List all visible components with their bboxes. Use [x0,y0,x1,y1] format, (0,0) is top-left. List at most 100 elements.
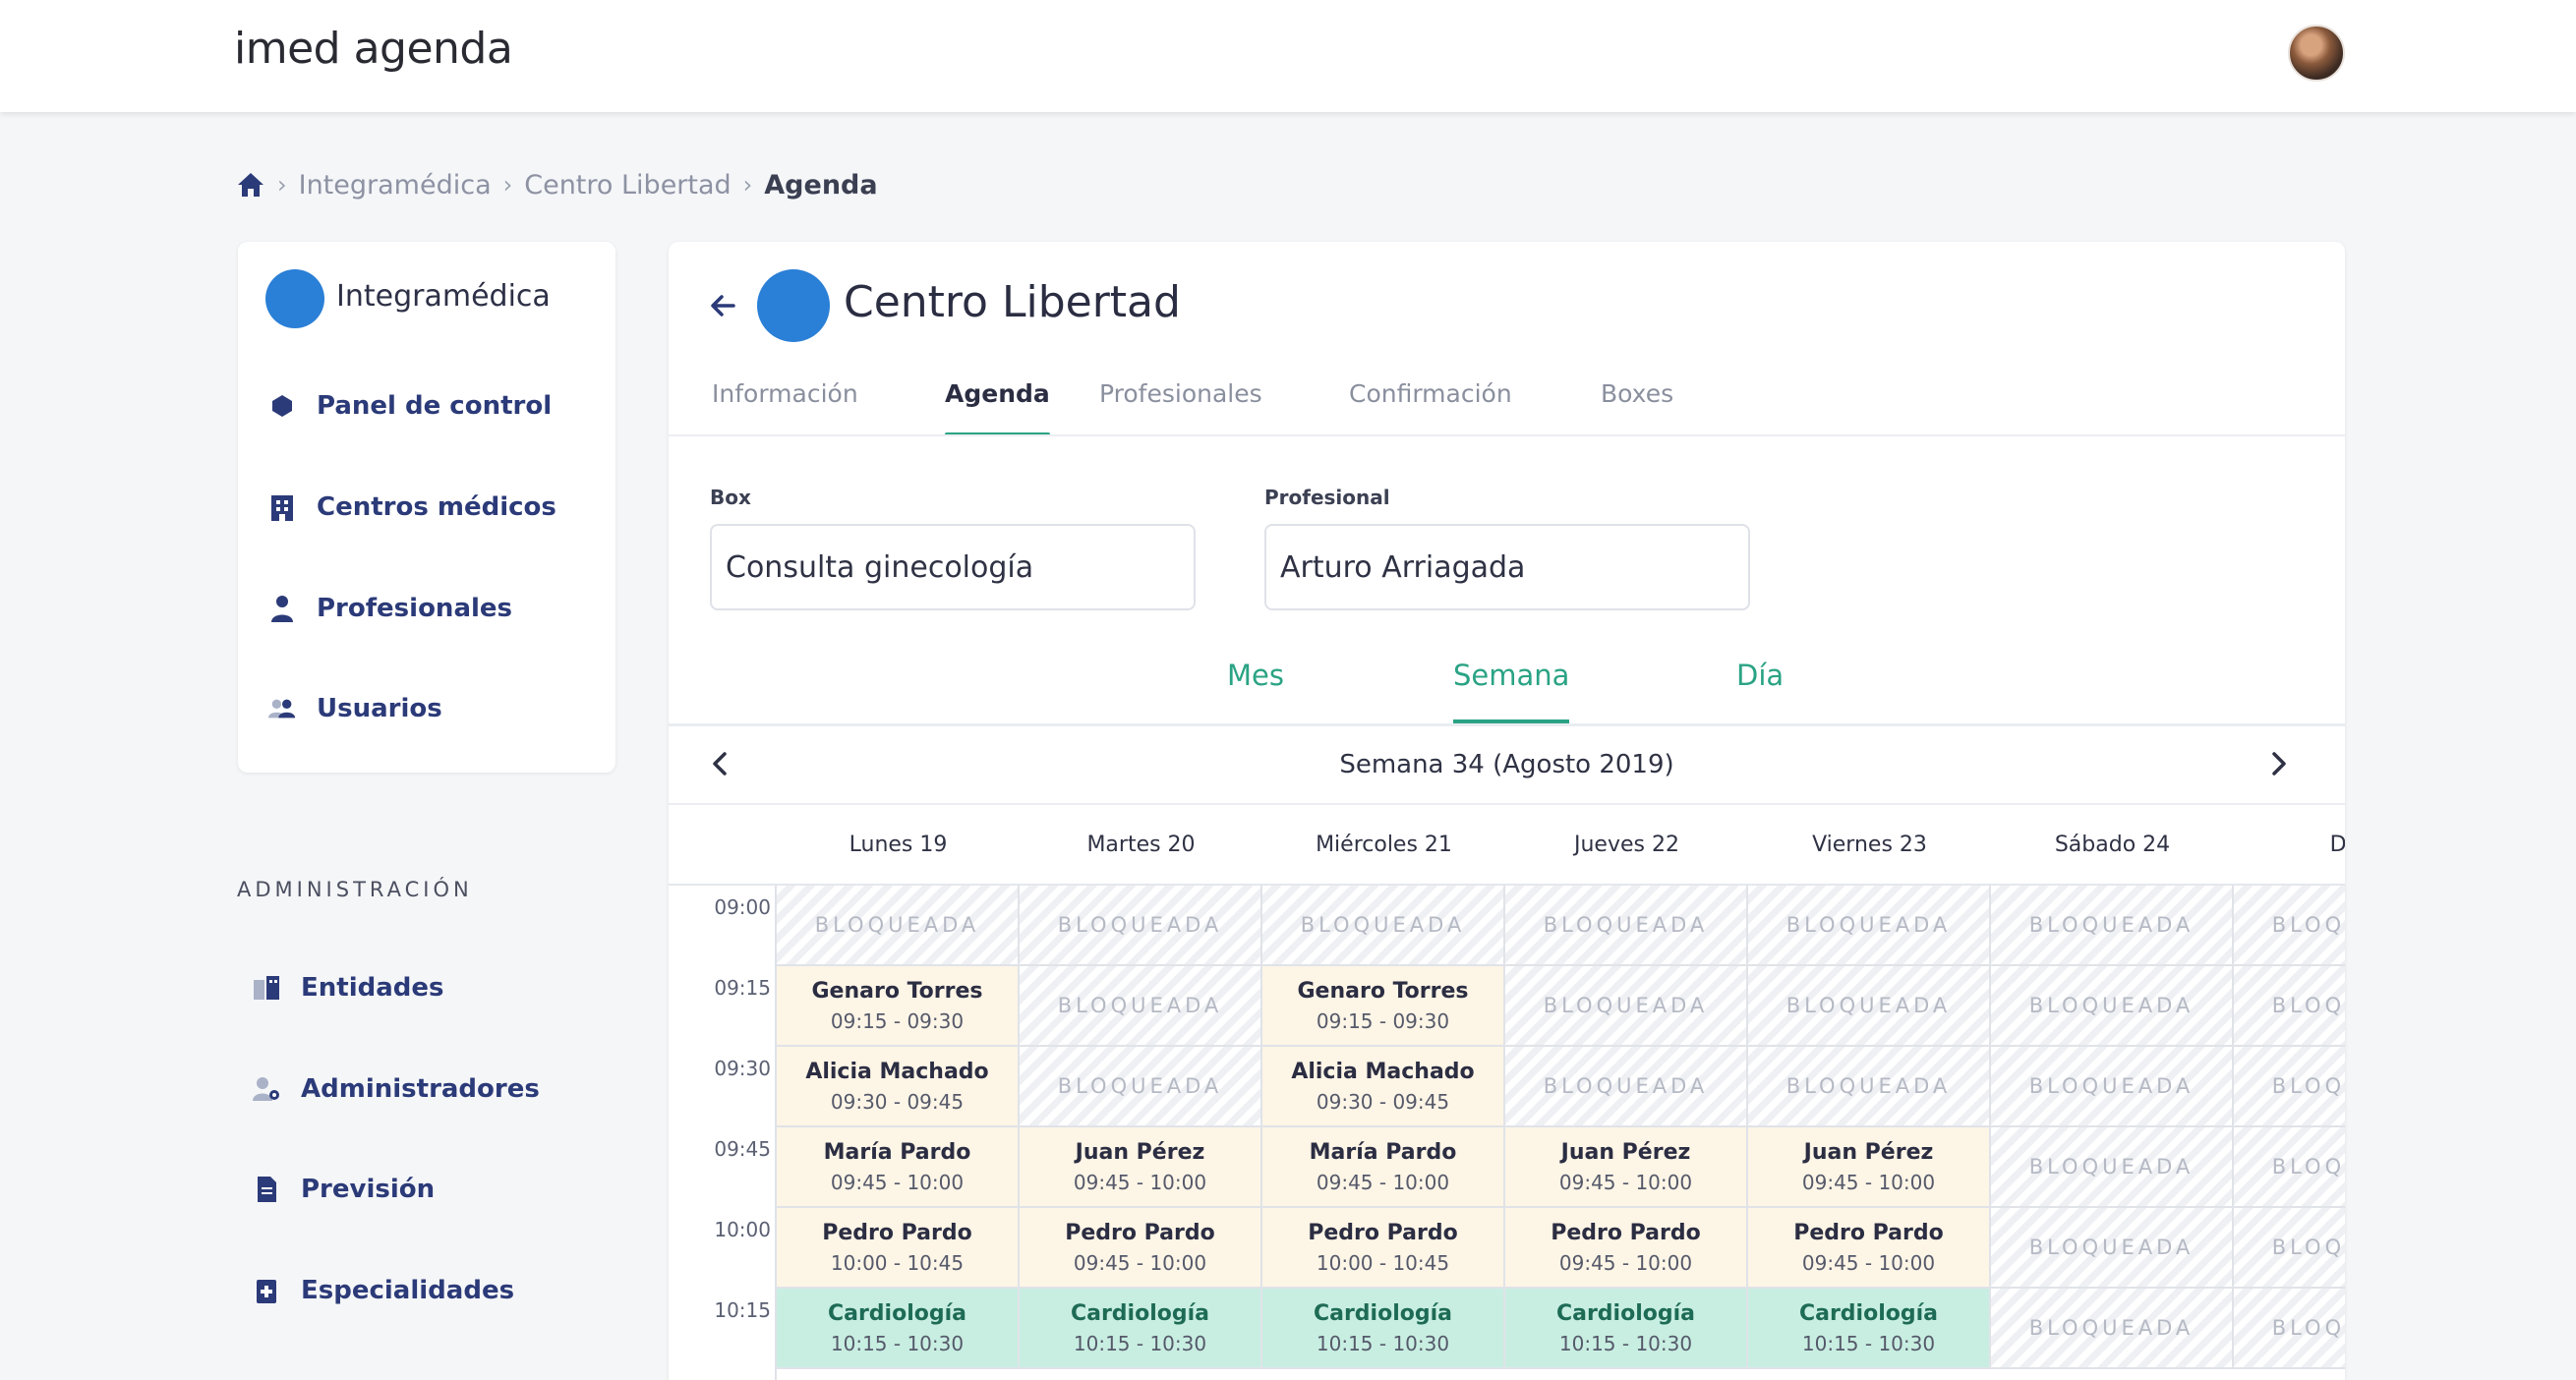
slot-time: 09:45 - 10:00 [830,1170,965,1194]
blocked-slot[interactable]: BLOQUEADA [1020,1047,1262,1127]
blocked-label: BLOQUEADA [1786,994,1952,1017]
time-slot-label: 09:15 [714,976,771,1000]
calendar-header: Lunes 19 Martes 20 Miércoles 21 Jueves 22 Vi… [669,805,2345,886]
blocked-slot[interactable]: BLOQUEADA [1262,886,1505,966]
blocked-slot[interactable]: BLOQUEADA [1991,1208,2234,1289]
view-dia[interactable]: Día [1736,659,1785,692]
blocked-slot[interactable]: BLOQUEADA [2234,886,2345,966]
slot-title: Juan Pérez [1803,1139,1934,1165]
slot-title: Genaro Torres [811,978,983,1004]
blocked-slot[interactable]: BLOQUEADA [1748,886,1991,966]
appointment-slot[interactable]: Pedro Pardo 09:45 - 10:00 [1020,1208,1262,1289]
blocked-slot[interactable]: BLOQUEADA [1991,1047,2234,1127]
specialty-slot[interactable]: Cardiología 10:15 - 10:30 [1748,1289,1991,1369]
blocked-slot[interactable]: BLOQUEADA [1991,966,2234,1047]
appointment-slot[interactable]: Alicia Machado 09:30 - 09:45 [777,1047,1020,1127]
time-slot-label: 09:00 [714,895,771,919]
blocked-slot[interactable]: BLOQUEADA [1505,886,1748,966]
blocked-slot[interactable]: BLOQUEADA [1505,1047,1748,1127]
slot-time: 10:15 - 10:30 [1801,1331,1936,1355]
tab-profesionales[interactable]: Profesionales [1099,379,1262,408]
view-mes[interactable]: Mes [1227,659,1284,692]
appointment-slot[interactable]: Pedro Pardo 10:00 - 10:45 [777,1208,1020,1289]
appointment-slot[interactable]: María Pardo 09:45 - 10:00 [777,1127,1020,1208]
slot-time: 09:45 - 10:00 [1558,1250,1693,1275]
blocked-slot[interactable]: BLOQUEADA [1748,966,1991,1047]
blocked-slot[interactable]: BLOQUEADA [777,886,1020,966]
user-avatar[interactable] [2288,25,2345,82]
slot-time: 10:15 - 10:30 [1558,1331,1693,1355]
sidebar-item-profesionales[interactable]: Profesionales [267,594,512,623]
blocked-label: BLOQUEADA [1057,913,1223,937]
day-header: Dom [2329,833,2345,857]
appointment-slot[interactable]: Juan Pérez 09:45 - 10:00 [1505,1127,1748,1208]
admin-item-label: Administradores [301,1074,540,1104]
sidebar-item-centros-medicos[interactable]: Centros médicos [267,492,556,522]
appointment-slot[interactable]: Juan Pérez 09:45 - 10:00 [1748,1127,1991,1208]
tab-boxes[interactable]: Boxes [1601,379,1674,408]
appointment-slot[interactable]: Pedro Pardo 10:00 - 10:45 [1262,1208,1505,1289]
sidebar-org-name[interactable]: Integramédica [336,279,551,314]
blocked-slot[interactable]: BLOQUEADA [1748,1047,1991,1127]
week-navigator: Semana 34 (Agosto 2019) [669,726,2345,805]
slot-time: 09:45 - 10:00 [1558,1170,1693,1194]
sidebar-item-panel-de-control[interactable]: Panel de control [267,391,552,421]
slot-title: Genaro Torres [1297,978,1469,1004]
breadcrumb-item[interactable]: Centro Libertad [524,169,732,201]
home-icon[interactable] [236,171,265,199]
blocked-slot[interactable]: BLOQUEADA [1020,966,1262,1047]
sidebar-item-usuarios[interactable]: Usuarios [267,694,442,723]
admin-item-entidades[interactable]: Entidades [252,973,444,1003]
specialty-slot[interactable]: Cardiología 10:15 - 10:30 [1505,1289,1748,1369]
chevron-right-icon[interactable] [2267,748,2291,783]
blocked-slot[interactable]: BLOQUEADA [2234,1127,2345,1208]
day-header: Viernes 23 [1812,833,1927,857]
brand-logo[interactable]: imed agenda [234,24,513,74]
blocked-slot[interactable]: BLOQUEADA [1020,886,1262,966]
slot-title: María Pardo [1309,1139,1457,1165]
tab-agenda[interactable]: Agenda [945,379,1050,438]
tab-informacion[interactable]: Información [712,379,858,408]
tab-confirmacion[interactable]: Confirmación [1349,379,1512,408]
appointment-slot[interactable]: Juan Pérez 09:45 - 10:00 [1020,1127,1262,1208]
blocked-label: BLOQUEADA [2271,994,2345,1017]
blocked-slot[interactable]: BLOQUEADA [2234,1289,2345,1369]
slot-title: Alicia Machado [805,1059,989,1084]
appointment-slot[interactable]: María Pardo 09:45 - 10:00 [1262,1127,1505,1208]
page-title: Centro Libertad [844,277,1181,327]
slot-time: 09:30 - 09:45 [830,1089,965,1114]
sidebar-item-label: Centros médicos [317,492,556,522]
specialty-slot[interactable]: Cardiología 10:15 - 10:30 [1020,1289,1262,1369]
admin-item-administradores[interactable]: Administradores [252,1074,540,1104]
chevron-left-icon[interactable] [708,748,732,783]
blocked-label: BLOQUEADA [814,913,980,937]
appointment-slot[interactable]: Genaro Torres 09:15 - 09:30 [777,966,1020,1047]
appointment-slot[interactable]: Genaro Torres 09:15 - 09:30 [1262,966,1505,1047]
specialty-slot[interactable]: Cardiología 10:15 - 10:30 [1262,1289,1505,1369]
admin-item-especialidades[interactable]: Especialidades [252,1276,514,1305]
blocked-slot[interactable]: BLOQUEADA [1991,1289,2234,1369]
professional-select[interactable]: Arturo Arriagada [1264,524,1750,610]
blocked-slot[interactable]: BLOQUEADA [2234,1047,2345,1127]
box-select[interactable]: Consulta ginecología [710,524,1196,610]
blocked-slot[interactable]: BLOQUEADA [2234,1208,2345,1289]
blocked-label: BLOQUEADA [2028,1316,2195,1340]
appointment-slot[interactable]: Alicia Machado 09:30 - 09:45 [1262,1047,1505,1127]
admin-item-prevision[interactable]: Previsión [252,1175,435,1204]
view-semana[interactable]: Semana [1453,659,1570,727]
blocked-slot[interactable]: BLOQUEADA [2234,966,2345,1047]
day-header: Lunes 19 [849,833,948,857]
blocked-label: BLOQUEADA [1543,994,1709,1017]
blocked-slot[interactable]: BLOQUEADA [1991,886,2234,966]
blocked-label: BLOQUEADA [1057,994,1223,1017]
blocked-slot[interactable]: BLOQUEADA [1991,1127,2234,1208]
blocked-slot[interactable]: BLOQUEADA [1505,966,1748,1047]
day-header: Jueves 22 [1574,833,1679,857]
appointment-slot[interactable]: Pedro Pardo 09:45 - 10:00 [1505,1208,1748,1289]
slot-title: Pedro Pardo [1793,1220,1944,1245]
breadcrumb-item[interactable]: Integramédica [298,169,492,201]
specialty-slot[interactable]: Cardiología 10:15 - 10:30 [777,1289,1020,1369]
appointment-slot[interactable]: Pedro Pardo 09:45 - 10:00 [1748,1208,1991,1289]
back-arrow-icon[interactable] [708,291,737,324]
top-bar: imed agenda [0,0,2576,112]
